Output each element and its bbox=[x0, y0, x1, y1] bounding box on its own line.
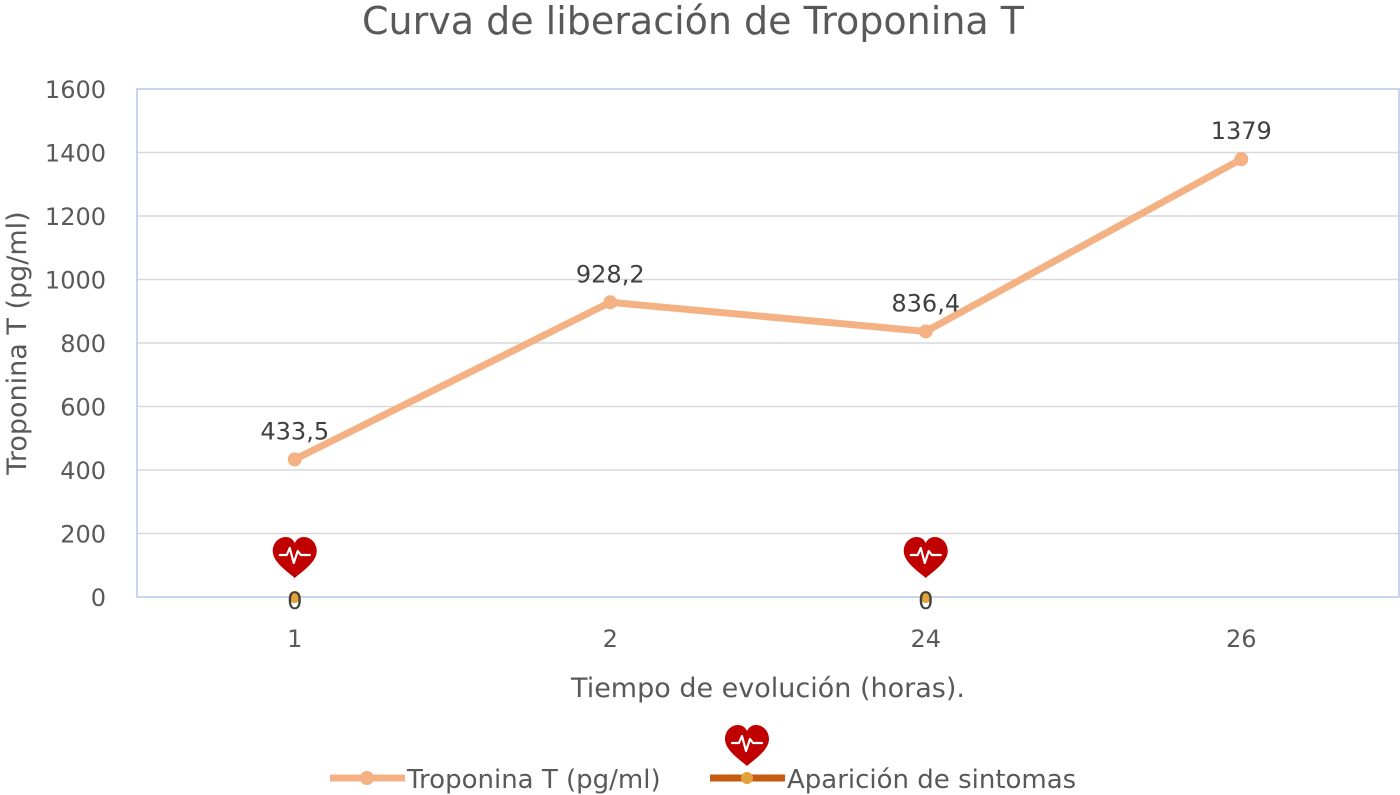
data-point-sintomas bbox=[919, 591, 932, 603]
data-label-troponina: 928,2 bbox=[576, 260, 645, 288]
data-point-troponina bbox=[918, 324, 933, 339]
x-tick-label: 26 bbox=[1226, 625, 1257, 653]
y-tick-label: 1200 bbox=[45, 203, 106, 231]
legend-heart-icon bbox=[725, 725, 769, 766]
y-tick-label: 1400 bbox=[45, 140, 106, 168]
y-tick-label: 800 bbox=[60, 330, 106, 358]
heartbeat-line bbox=[278, 546, 311, 565]
series-line-troponina bbox=[291, 155, 1245, 463]
legend: Troponina T (pg/ml) Aparición de sintoma… bbox=[330, 725, 1076, 795]
plot-frame bbox=[136, 88, 1400, 598]
y-axis-ticks: 0 200 400 600 800 1000 1200 1400 1600 bbox=[45, 76, 106, 612]
y-tick-label: 1000 bbox=[45, 267, 106, 295]
chart-title: Curva de liberación de Troponina T bbox=[362, 0, 1025, 43]
x-axis-ticks: 1 2 24 26 bbox=[287, 625, 1256, 653]
heartbeat-line bbox=[730, 734, 764, 753]
y-tick-label: 400 bbox=[60, 457, 106, 485]
data-label-sintomas: 0 bbox=[287, 587, 302, 615]
legend-marker-troponina bbox=[360, 771, 374, 785]
y-tick-label: 0 bbox=[91, 584, 106, 612]
heartbeat-line bbox=[909, 546, 942, 565]
x-tick-label: 24 bbox=[910, 625, 941, 653]
y-axis-title: Troponina T (pg/ml) bbox=[2, 211, 33, 475]
heart-icon bbox=[903, 537, 948, 578]
data-point-sintomas bbox=[288, 591, 301, 603]
data-label-troponina: 1379 bbox=[1211, 117, 1272, 145]
data-label-sintomas: 0 bbox=[918, 587, 933, 615]
x-tick-label: 1 bbox=[287, 625, 302, 653]
data-point-troponina bbox=[1234, 152, 1249, 167]
gridlines bbox=[137, 151, 1399, 535]
data-point-troponina bbox=[287, 452, 302, 467]
y-tick-label: 1600 bbox=[45, 76, 106, 104]
legend-label-troponina: Troponina T (pg/ml) bbox=[406, 765, 661, 795]
data-label-troponina: 433,5 bbox=[260, 417, 329, 445]
legend-marker-aparicion bbox=[741, 772, 753, 784]
x-tick-label: 2 bbox=[603, 625, 618, 653]
heart-icon bbox=[272, 537, 317, 578]
data-point-troponina bbox=[603, 295, 618, 310]
x-axis-title: Tiempo de evolución (horas). bbox=[570, 673, 965, 704]
y-tick-label: 600 bbox=[60, 394, 106, 422]
data-label-troponina: 836,4 bbox=[891, 289, 960, 317]
legend-label-aparicion: Aparición de sintomas bbox=[787, 765, 1076, 795]
y-tick-label: 200 bbox=[60, 521, 106, 549]
series-layer: 433,5 928,2 836,4 1379 0 0 bbox=[260, 117, 1271, 615]
